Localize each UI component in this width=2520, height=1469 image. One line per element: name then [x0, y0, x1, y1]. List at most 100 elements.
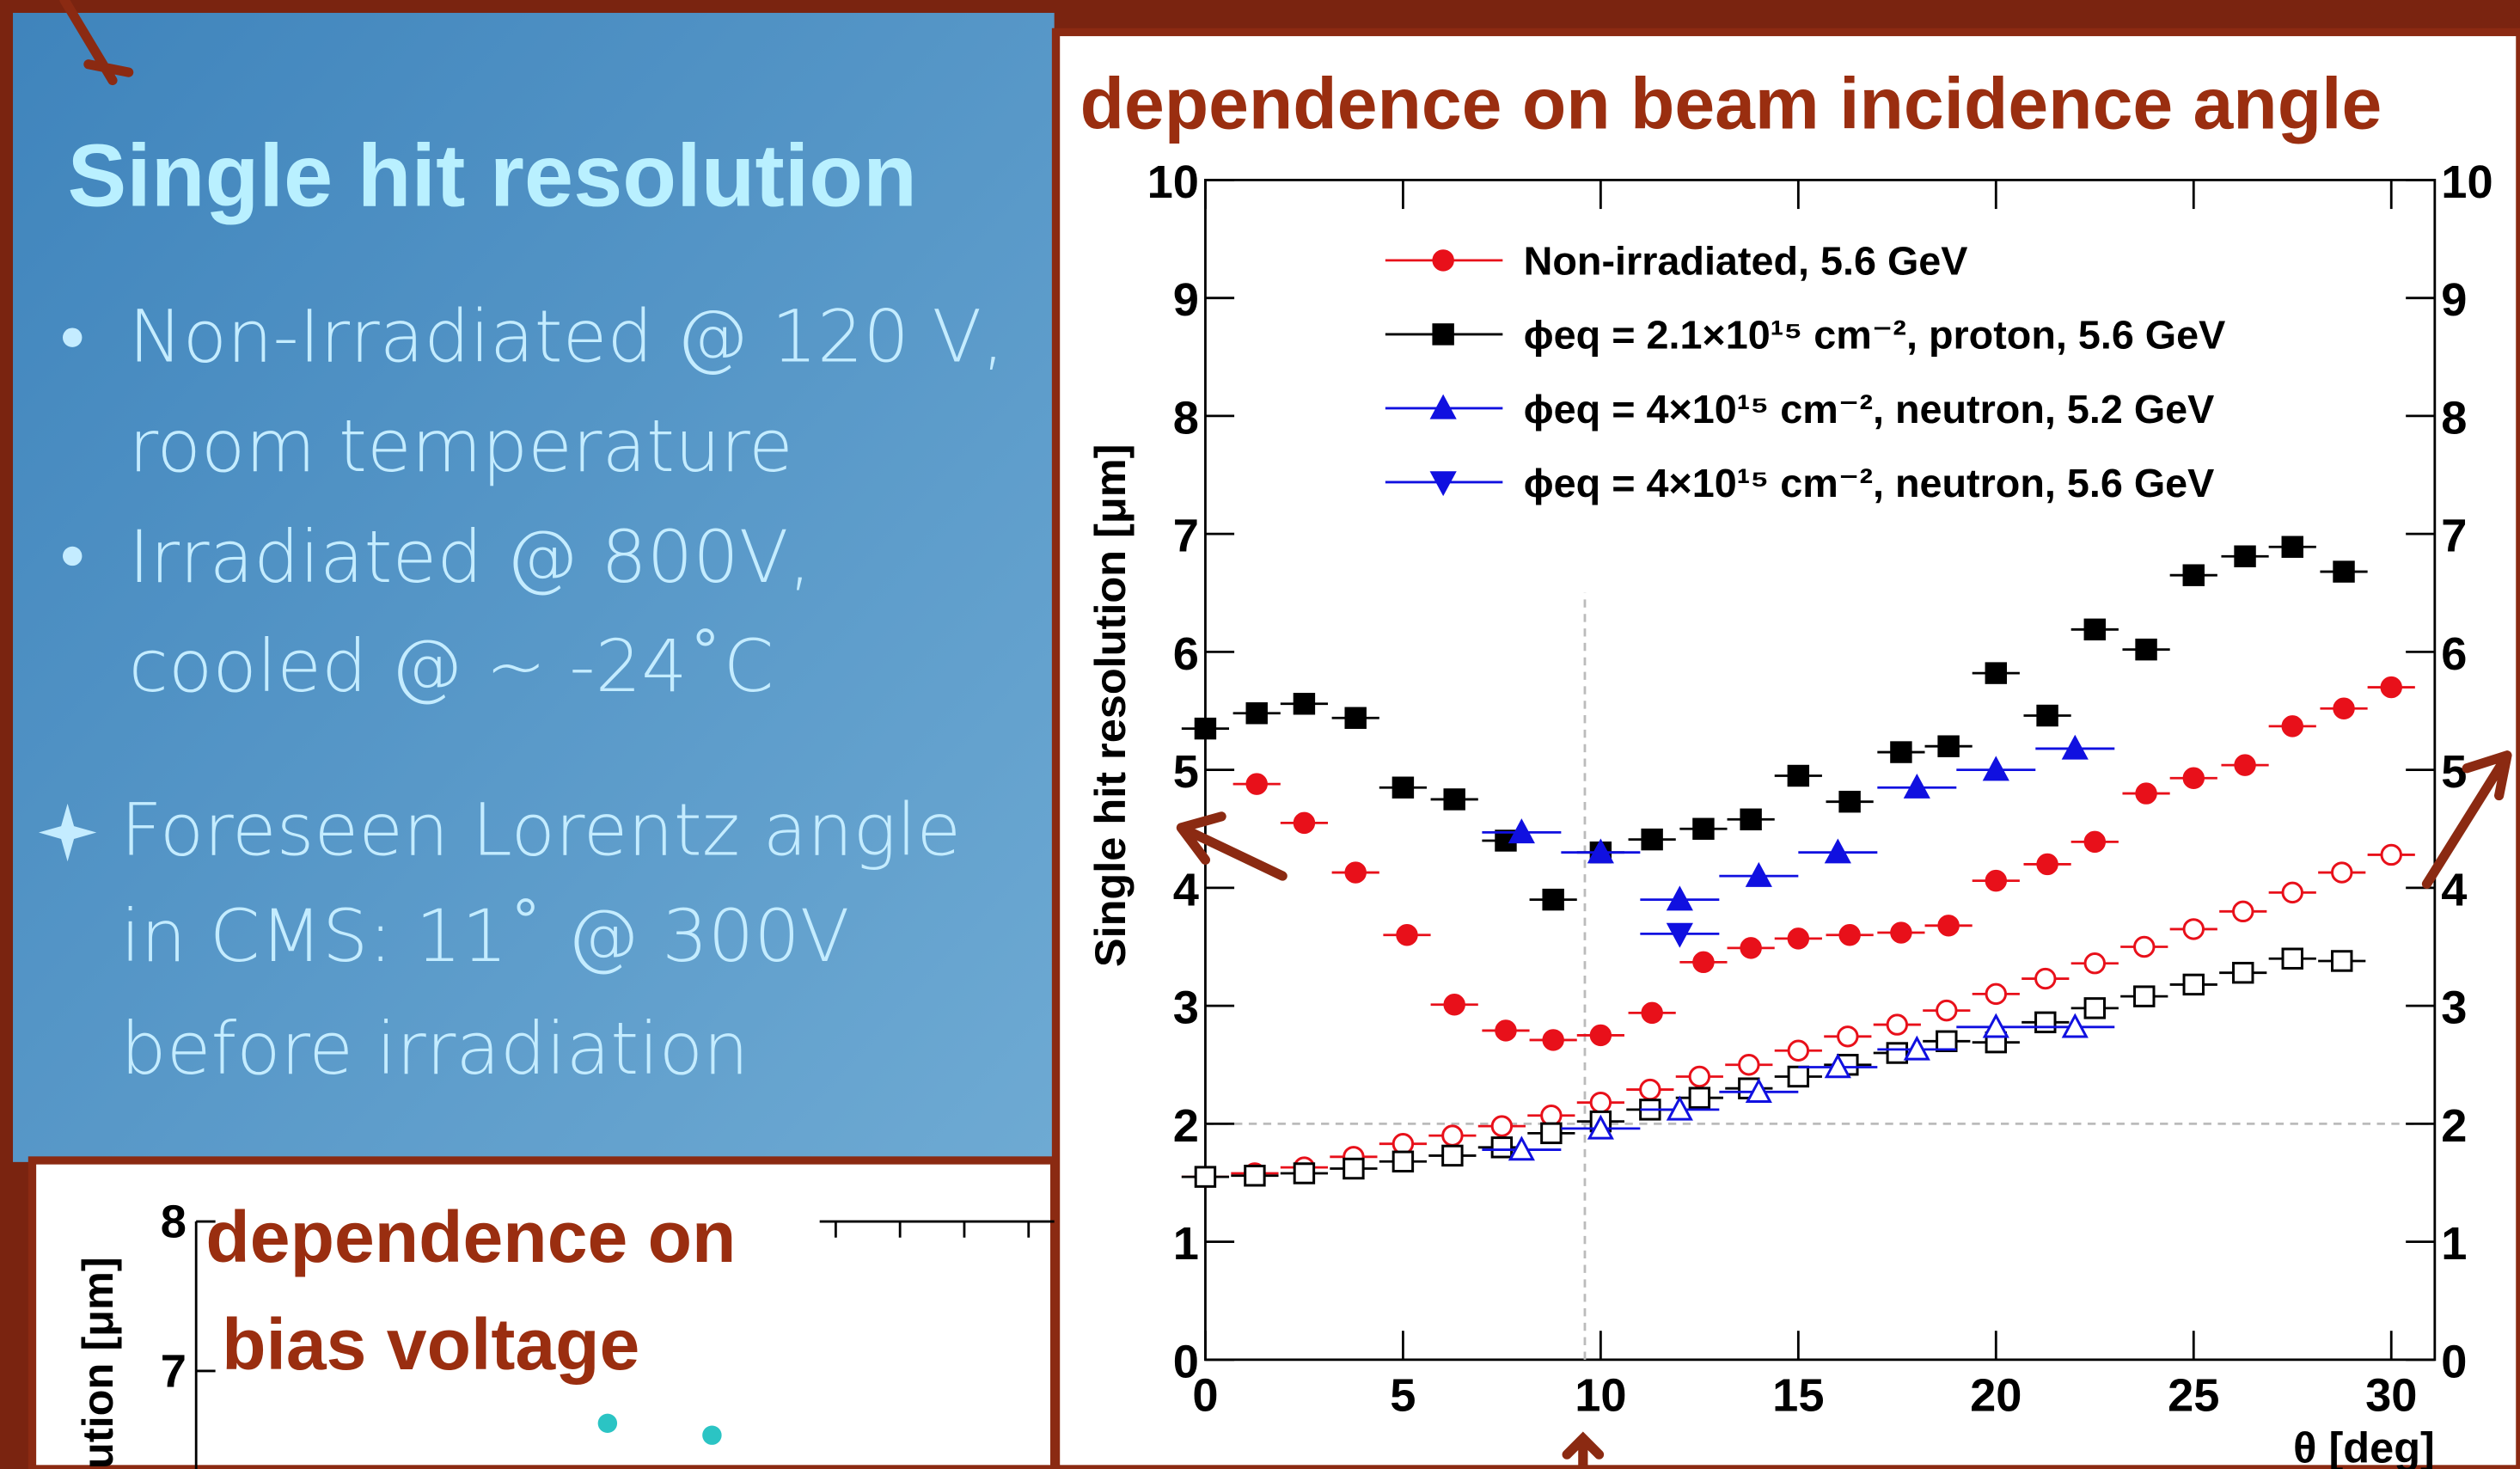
- y-tick-label: 10: [1147, 156, 1199, 208]
- data-point: [2135, 638, 2157, 661]
- data-point: [2036, 704, 2058, 727]
- data-point: [2135, 782, 2157, 805]
- data-point: [2182, 767, 2205, 789]
- y2-tick-label: 10: [2441, 156, 2492, 208]
- data-point: [1692, 951, 1715, 974]
- data-point: [1890, 921, 1912, 944]
- y-axis-label: Single hit resolution [μm]: [1086, 444, 1135, 967]
- data-point: [1396, 924, 1418, 946]
- x-tick-label: 25: [2168, 1370, 2219, 1422]
- x-tick-label: 0: [1192, 1370, 1218, 1422]
- y2-tick-label: 8: [2441, 392, 2467, 444]
- x-tick-label: 15: [1772, 1370, 1824, 1422]
- arrows: [59, 0, 2512, 1469]
- y-tick-label: 1: [1173, 1218, 1199, 1270]
- data-point: [1666, 922, 1693, 948]
- data-point: [2182, 973, 2205, 996]
- data-point: [1787, 927, 1810, 950]
- data-point: [1985, 982, 2008, 1006]
- x-tick-label: 20: [1970, 1370, 2022, 1422]
- note-text: in CMS: 11˚ @ 300V: [120, 894, 849, 978]
- data-point: [2232, 900, 2254, 923]
- data-point: [702, 1425, 722, 1445]
- y2-tick-label: 4: [2441, 864, 2467, 915]
- data-point: [1540, 1105, 1563, 1127]
- data-point: [2380, 843, 2402, 866]
- data-point: [2281, 536, 2303, 558]
- data-point: [1245, 702, 1268, 725]
- data-point: [1837, 1025, 1859, 1048]
- bullet-dot: [62, 327, 83, 347]
- data-point: [2380, 676, 2402, 699]
- data-point: [2232, 961, 2254, 984]
- y2-tick-label: 3: [2441, 982, 2467, 1034]
- data-point: [1936, 999, 1958, 1022]
- main-chart: dependence on beam incidence angle 0 1 2 3 4 5…: [1080, 64, 2493, 1469]
- data-point: [1587, 838, 1614, 864]
- y-axis-label: ution [μm]: [73, 1257, 122, 1469]
- data-point: [1392, 776, 1415, 799]
- legend-marker: [1432, 249, 1454, 272]
- y-tick-label: 5: [1173, 746, 1199, 798]
- data-point: [1982, 1013, 2009, 1038]
- inset-title: dependence on: [205, 1197, 736, 1277]
- data-point: [2083, 830, 2106, 854]
- data-point: [1745, 861, 1772, 887]
- data-point: [1688, 1086, 1711, 1109]
- data-point: [2182, 564, 2205, 586]
- data-point: [1293, 1162, 1316, 1184]
- data-point: [1293, 693, 1316, 715]
- note-text: Foreseen Lorentz angle: [120, 788, 961, 872]
- legend-label: ϕeq = 2.1×10¹⁵ cm⁻², proton, 5.6 GeV: [1524, 313, 2226, 358]
- data-point: [1745, 1078, 1772, 1104]
- data-point: [1508, 818, 1535, 844]
- legend-label: ϕeq = 4×10¹⁵ cm⁻², neutron, 5.6 GeV: [1524, 461, 2215, 505]
- data-point: [2061, 734, 2089, 760]
- y-tick-label: 6: [1173, 628, 1199, 680]
- data-point: [1936, 1030, 1958, 1053]
- data-point: [1443, 994, 1465, 1016]
- data-point: [2281, 947, 2303, 970]
- data-point: [1589, 1024, 1612, 1047]
- legend-marker: [1429, 471, 1457, 497]
- data-point: [2331, 861, 2353, 884]
- data-point: [2133, 985, 2156, 1007]
- data-point: [1740, 937, 1762, 959]
- x-tick-label: 10: [1575, 1370, 1626, 1422]
- data-point: [1441, 1124, 1464, 1147]
- star-bullet: [38, 803, 97, 862]
- data-point: [1343, 1157, 1365, 1180]
- legend-marker: [1429, 394, 1457, 419]
- y2-tick-label: 0: [2441, 1336, 2467, 1387]
- data-point: [1244, 1165, 1266, 1187]
- chart-title: dependence on beam incidence angle: [1080, 64, 2382, 144]
- legend-marker: [1432, 323, 1454, 346]
- data-point: [2034, 1011, 2057, 1034]
- legend-label: ϕeq = 4×10¹⁵ cm⁻², neutron, 5.2 GeV: [1524, 387, 2215, 432]
- y2-tick-label: 2: [2441, 1100, 2467, 1152]
- data-point: [2034, 967, 2057, 990]
- y-tick-label: 8: [1173, 392, 1199, 444]
- data-point: [1838, 790, 1861, 813]
- bullet-text: cooled @ ~ -24˚C: [129, 624, 774, 708]
- data-point: [1985, 662, 2008, 684]
- data-point: [1692, 817, 1715, 840]
- data-point: [2061, 1013, 2089, 1038]
- data-point: [2234, 754, 2256, 776]
- y2-tick-label: 9: [2441, 274, 2467, 326]
- data-point: [1937, 735, 1960, 757]
- data-point: [2281, 881, 2303, 904]
- x-tick-label: 5: [1390, 1370, 1416, 1422]
- y-tick-label: 7: [161, 1346, 187, 1398]
- y-tick-label: 2: [1173, 1100, 1199, 1152]
- data-point: [2281, 715, 2303, 738]
- x-axis-label: θ [deg]: [2293, 1423, 2435, 1469]
- data-point: [1982, 756, 2009, 781]
- chart-panel: [1051, 28, 2520, 1469]
- legend-label: Non-irradiated, 5.6 GeV: [1524, 239, 1968, 284]
- data-point: [2331, 950, 2353, 972]
- bullet-text: Non-Irradiated @ 120 V,: [129, 295, 1005, 379]
- data-point: [1787, 1039, 1810, 1062]
